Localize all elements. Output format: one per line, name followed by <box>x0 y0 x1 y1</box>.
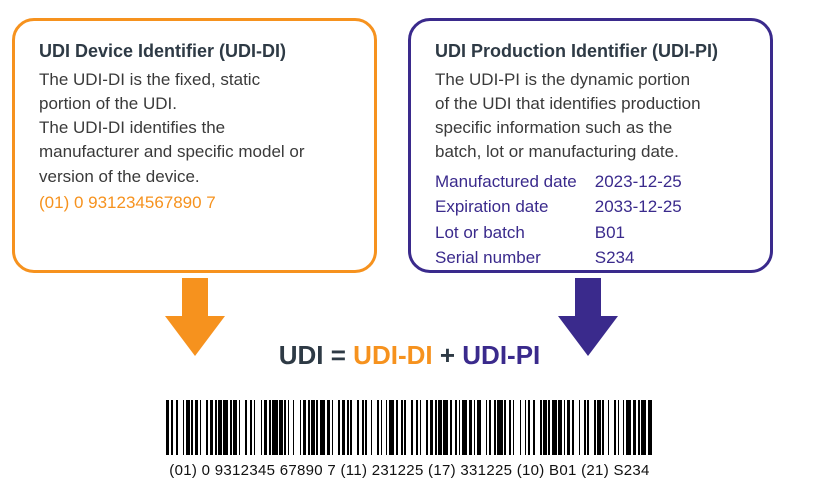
pi-row-manufactured-date: Manufactured date 2023-12-25 <box>435 169 682 195</box>
udi-di-box: UDI Device Identifier (UDI-DI) The UDI-D… <box>12 18 377 273</box>
udi-pi-title: UDI Production Identifier (UDI-PI) <box>435 41 746 62</box>
udi-pi-box: UDI Production Identifier (UDI-PI) The U… <box>408 18 773 273</box>
udi-pi-paragraph: The UDI-PI is the dynamic portion of the… <box>435 68 746 165</box>
pi-row-serial-number: Serial number S234 <box>435 245 682 271</box>
udi-di-title: UDI Device Identifier (UDI-DI) <box>39 41 350 62</box>
udi-barcode-section: (01) 0 9312345 67890 7 (11) 231225 (17) … <box>0 400 819 479</box>
udi-di-paragraph: The UDI-DI is the fixed, static portion … <box>39 68 350 189</box>
barcode-caption-text: (01) 0 9312345 67890 7 (11) 231225 (17) … <box>0 462 819 479</box>
udi-pi-details-table: Manufactured date 2023-12-25 Expiration … <box>435 169 682 271</box>
udi-diagram-root: UDI Device Identifier (UDI-DI) The UDI-D… <box>0 0 819 487</box>
pi-row-lot-batch: Lot or batch B01 <box>435 220 682 246</box>
barcode-image <box>166 400 653 455</box>
udi-di-code: (01) 0 931234567890 7 <box>39 191 350 215</box>
udi-equation: UDI = UDI-DI + UDI-PI <box>0 340 819 371</box>
pi-row-expiration-date: Expiration date 2033-12-25 <box>435 194 682 220</box>
